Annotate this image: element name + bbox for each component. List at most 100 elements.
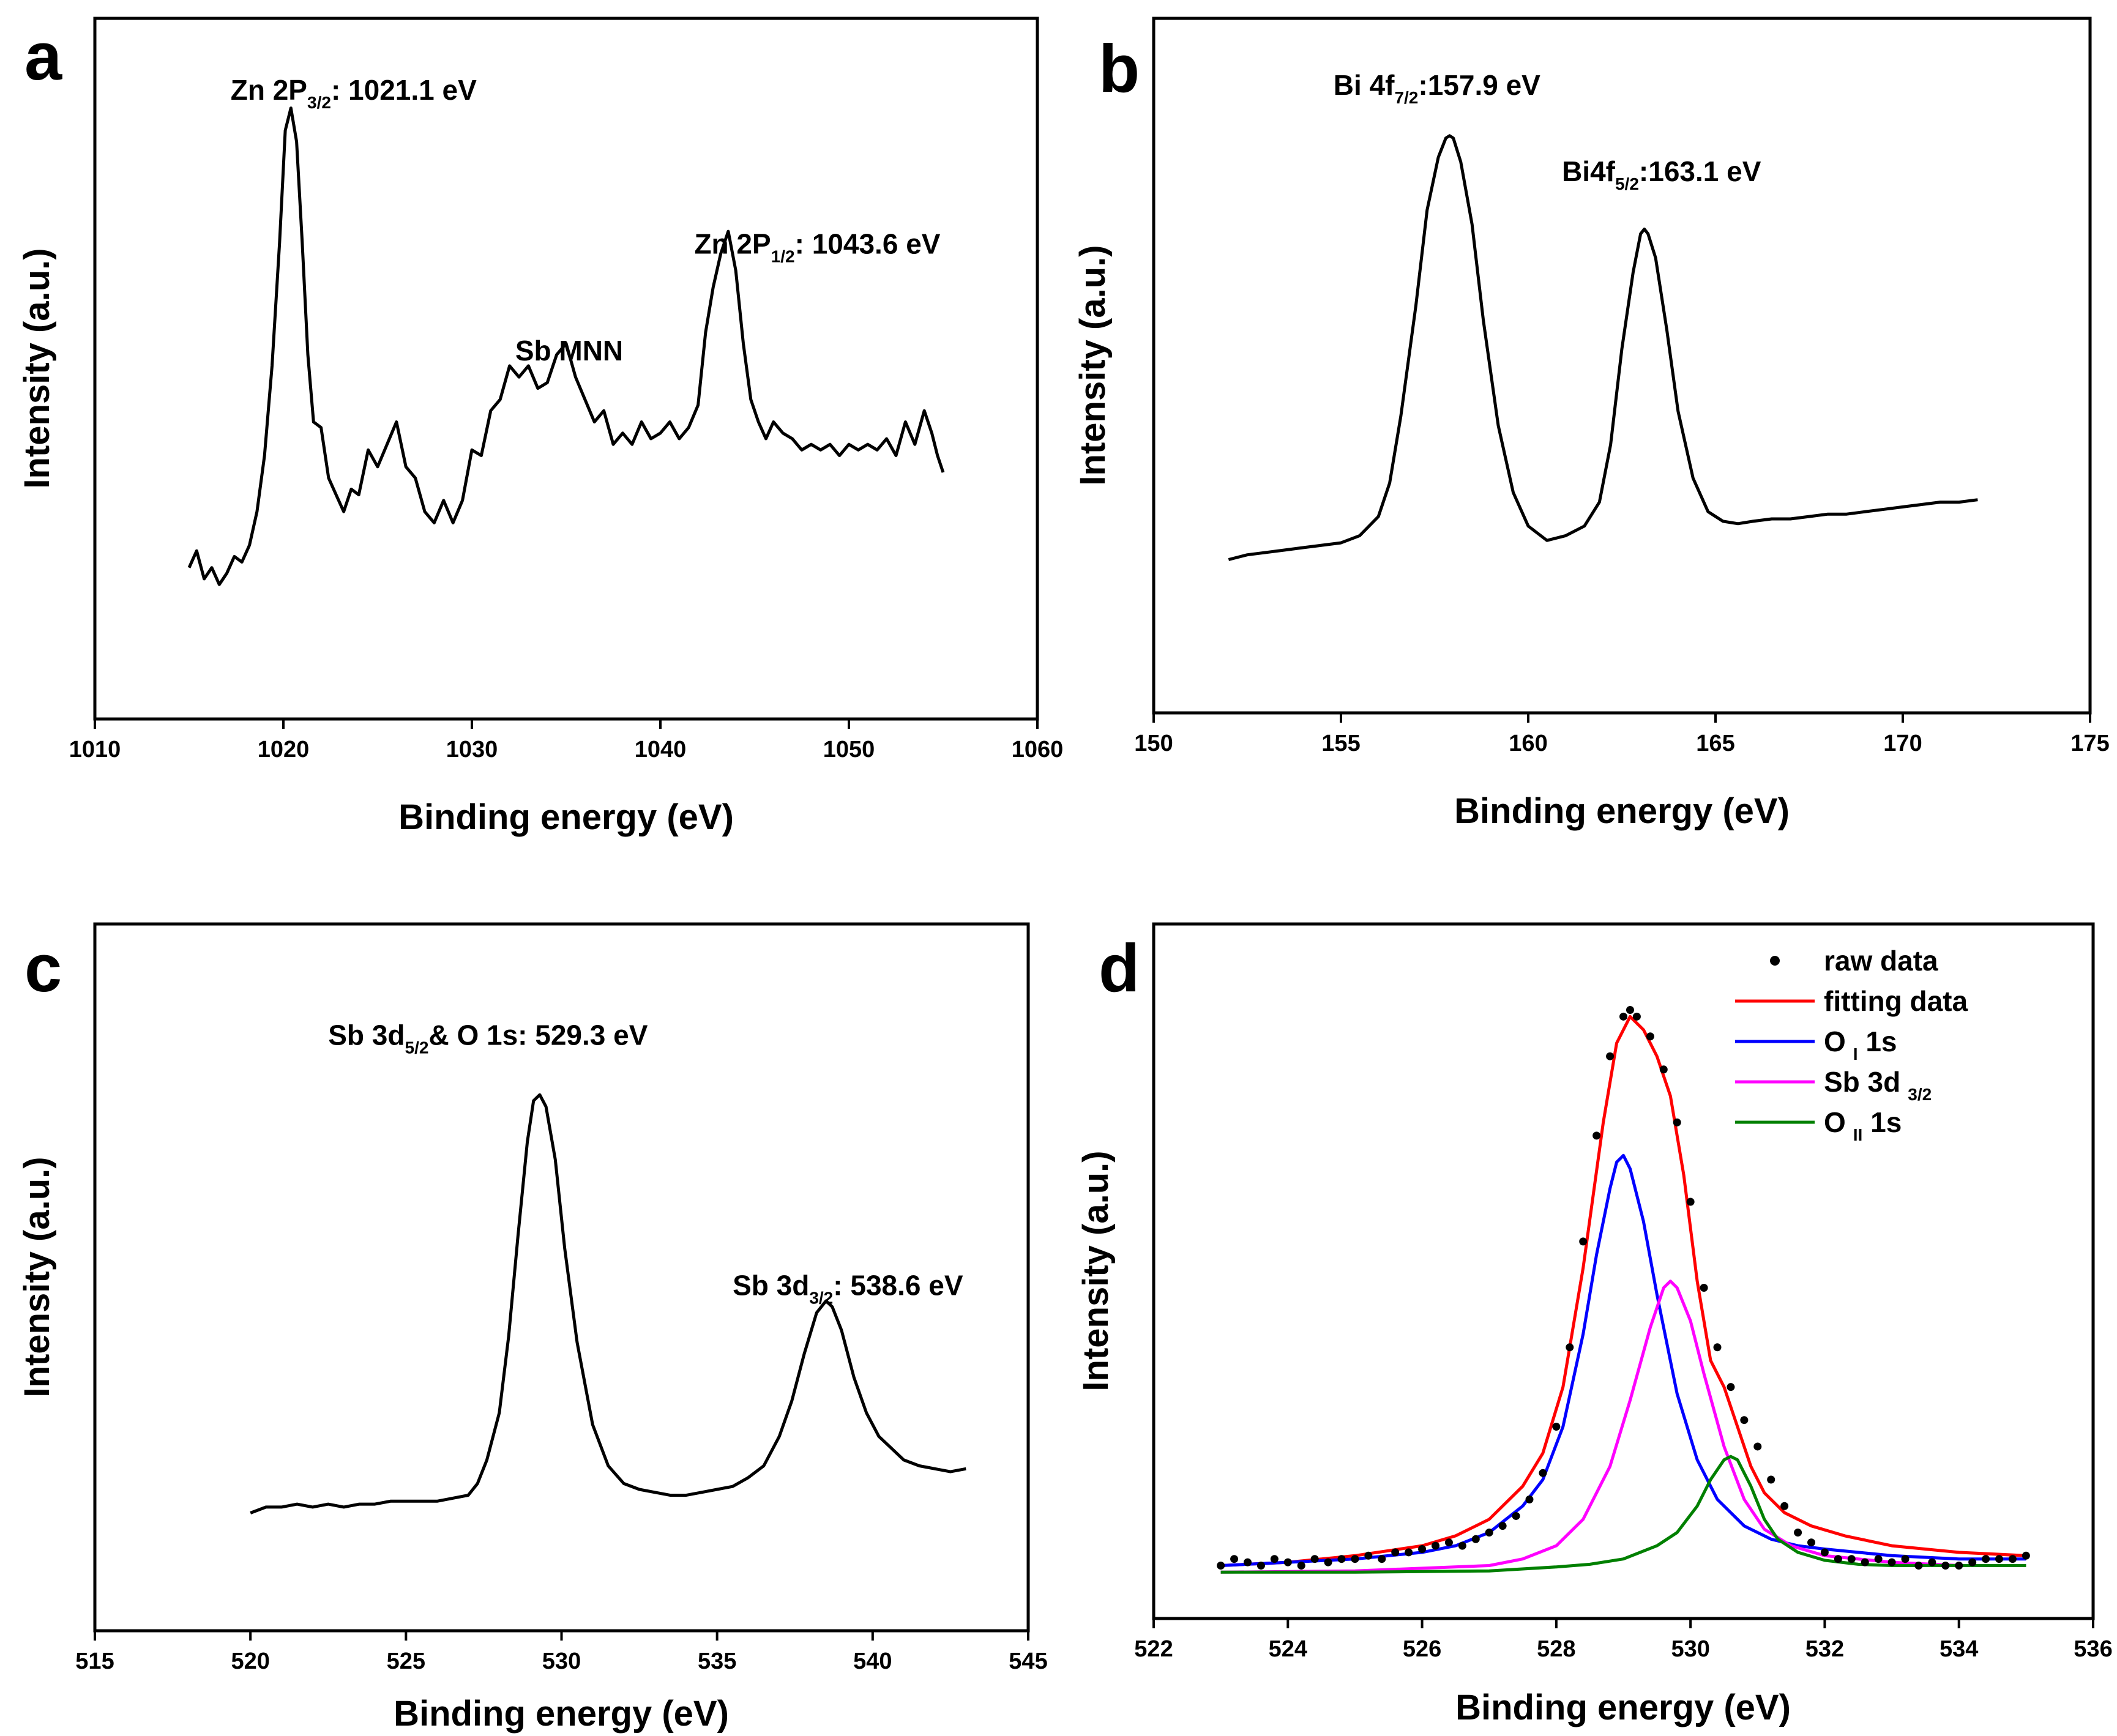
data-point-d-61 [2022,1551,2030,1560]
data-point-d-28 [1592,1131,1601,1140]
data-point-d-8 [1324,1558,1332,1566]
data-point-d-19 [1471,1535,1480,1543]
data-point-d-7 [1310,1555,1319,1563]
data-point-d-9 [1337,1555,1346,1563]
series-line-b-bi-4f [1228,134,1978,561]
data-point-d-33 [1646,1032,1654,1041]
y-axis-label-c: Intensity (a.u.) [17,1157,57,1397]
x-tick-label-c-515: 515 [75,1648,114,1674]
panel-c: c 515 520 525 530 535 540 545 Sb 3d5/2& O 1s: … [17,922,1048,1734]
data-point-d-1 [1230,1555,1239,1563]
series-d-raw-data [1217,1006,2030,1570]
x-tick-label-a-1030: 1030 [446,737,498,762]
legend-marker-dot [1770,956,1780,966]
x-tick-label-c-545: 545 [1009,1648,1047,1674]
data-point-d-3 [1256,1562,1265,1570]
plot-frame-b [1152,17,2092,715]
x-tick-label-d-524: 524 [1269,1636,1307,1662]
plot-frame-d [1152,922,2095,1620]
data-point-d-18 [1458,1541,1466,1550]
data-point-d-25 [1552,1423,1561,1431]
data-point-d-32 [1632,1012,1641,1021]
x-tick-label-a-1050: 1050 [823,737,875,762]
x-ticks-a [94,719,1039,729]
x-tick-labels-a: 1010 1020 1030 1040 1050 1060 [69,737,1064,762]
legend-item-raw-data: raw data [1770,945,1938,977]
data-point-d-55 [1941,1562,1950,1570]
legend-label: raw data [1824,945,1938,977]
data-point-d-27 [1579,1237,1588,1246]
panel-label-d: d [1099,931,1140,1006]
annotation-b-1: Bi4f5/2:163.1 eV [1562,155,1761,193]
panel-label-c: c [24,931,62,1006]
x-tick-label-a-1010: 1010 [69,737,121,762]
series-group-c [250,1093,966,1514]
legend-label: O II 1s [1824,1106,1902,1144]
data-point-d-47 [1834,1555,1842,1563]
y-axis-label-b: Intensity (a.u.) [1073,245,1113,485]
plot-frame-a [93,17,1039,721]
panel-label-b: b [1099,31,1140,106]
data-point-d-42 [1767,1475,1775,1484]
data-point-d-45 [1807,1538,1815,1547]
data-point-d-34 [1659,1065,1668,1074]
annotation-a-1: Sb MNN [515,335,623,367]
data-point-d-43 [1780,1502,1789,1510]
panel-b: b 150 155 160 165 170 175 Bi 4f7/2:157.9 eVBi… [1073,17,2110,831]
x-tick-label-d-526: 526 [1403,1636,1441,1662]
x-axis-label-d: Binding energy (eV) [1455,1688,1791,1727]
annotations-b: Bi 4f7/2:157.9 eV Bi4f5/2:163.1 eV [1334,69,1761,193]
x-tick-labels-d: 522 524 526 528 530 532 534 536 [1134,1636,2112,1662]
x-tick-label-b-155: 155 [1321,731,1360,756]
annotation-a-0: Zn 2P3/2: 1021.1 eV [231,74,477,112]
x-tick-label-b-165: 165 [1696,731,1734,756]
data-point-d-38 [1713,1343,1722,1352]
x-axis-label-a: Binding energy (eV) [398,797,734,837]
x-ticks-d [1152,1619,2094,1628]
panel-label-a: a [24,19,62,94]
data-point-d-60 [2008,1555,2017,1563]
data-point-d-26 [1566,1343,1574,1352]
data-point-d-30 [1619,1012,1627,1021]
series-line-a-zn-2p [187,106,945,586]
x-tick-label-a-1060: 1060 [1012,737,1064,762]
data-point-d-14 [1405,1548,1413,1557]
annotation-c-1: Sb 3d3/2: 538.6 eV [733,1269,963,1307]
x-tick-labels-b: 150 155 160 165 170 175 [1134,731,2109,756]
x-tick-label-d-532: 532 [1805,1636,1844,1662]
series-line-d-fitting-data [1220,1015,2026,1567]
x-axis-label-c: Binding energy (eV) [394,1694,729,1734]
data-point-d-50 [1874,1555,1883,1563]
x-axis-label-b: Binding energy (eV) [1454,791,1790,831]
y-axis-label-a: Intensity (a.u.) [17,248,57,488]
data-point-d-23 [1525,1495,1534,1503]
x-tick-label-c-535: 535 [698,1648,736,1674]
data-point-d-5 [1283,1558,1292,1566]
data-point-d-29 [1606,1052,1615,1060]
data-point-d-46 [1820,1548,1829,1557]
x-tick-label-c-520: 520 [231,1648,269,1674]
x-tick-label-b-150: 150 [1134,731,1173,756]
legend-label: Sb 3d 3/2 [1824,1066,1932,1104]
legend-item-sb-3d3-2: Sb 3d 3/2 [1735,1066,1932,1104]
x-tick-labels-c: 515 520 525 530 535 540 545 [75,1648,1047,1674]
x-tick-label-d-530: 530 [1671,1636,1709,1662]
y-axis-label-d: Intensity (a.u.) [1076,1150,1116,1391]
series-group-b [1228,134,1978,561]
data-point-d-36 [1686,1198,1695,1206]
data-point-d-54 [1928,1558,1936,1566]
annotation-a-2: Zn 2P1/2: 1043.6 eV [694,228,940,266]
data-point-d-53 [1914,1562,1923,1570]
data-point-d-2 [1244,1558,1252,1566]
data-point-d-41 [1753,1442,1762,1451]
data-point-d-56 [1955,1562,1963,1570]
annotation-b-0: Bi 4f7/2:157.9 eV [1334,69,1540,107]
data-point-d-59 [1995,1555,2003,1563]
data-point-d-44 [1794,1528,1802,1537]
x-ticks-c [94,1631,1029,1641]
data-point-d-40 [1740,1416,1749,1425]
data-point-d-6 [1297,1562,1305,1570]
